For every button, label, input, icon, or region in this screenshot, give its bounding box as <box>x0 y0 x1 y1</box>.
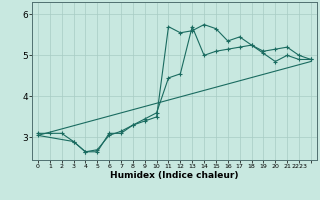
X-axis label: Humidex (Indice chaleur): Humidex (Indice chaleur) <box>110 171 239 180</box>
